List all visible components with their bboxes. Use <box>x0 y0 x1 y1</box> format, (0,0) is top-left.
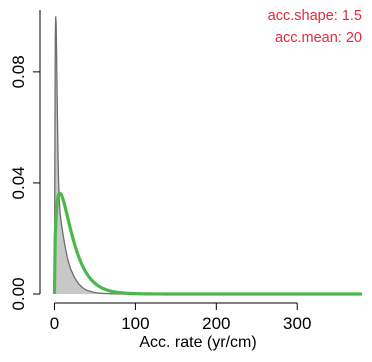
y-tick-label: 0.00 <box>9 277 28 310</box>
annotation-acc-shape: acc.shape: 1.5 <box>268 8 362 24</box>
annotation-acc-mean: acc.mean: 20 <box>275 30 362 46</box>
x-tick-label: 100 <box>121 314 149 333</box>
x-axis-title: Acc. rate (yr/cm) <box>139 334 256 351</box>
x-tick-label: 200 <box>202 314 230 333</box>
prior-line <box>52 191 363 296</box>
posterior-density <box>53 16 136 295</box>
posterior-fill <box>54 16 136 295</box>
x-axis: 0 100 200 300 <box>50 302 311 333</box>
x-tick-label: 0 <box>50 314 59 333</box>
y-axis: 0.00 0.04 0.08 <box>9 10 41 311</box>
prior-density <box>52 191 363 296</box>
x-tick-label: 300 <box>283 314 311 333</box>
y-tick-label: 0.08 <box>9 55 28 88</box>
y-tick-label: 0.04 <box>9 166 28 199</box>
posterior-line <box>53 16 136 295</box>
